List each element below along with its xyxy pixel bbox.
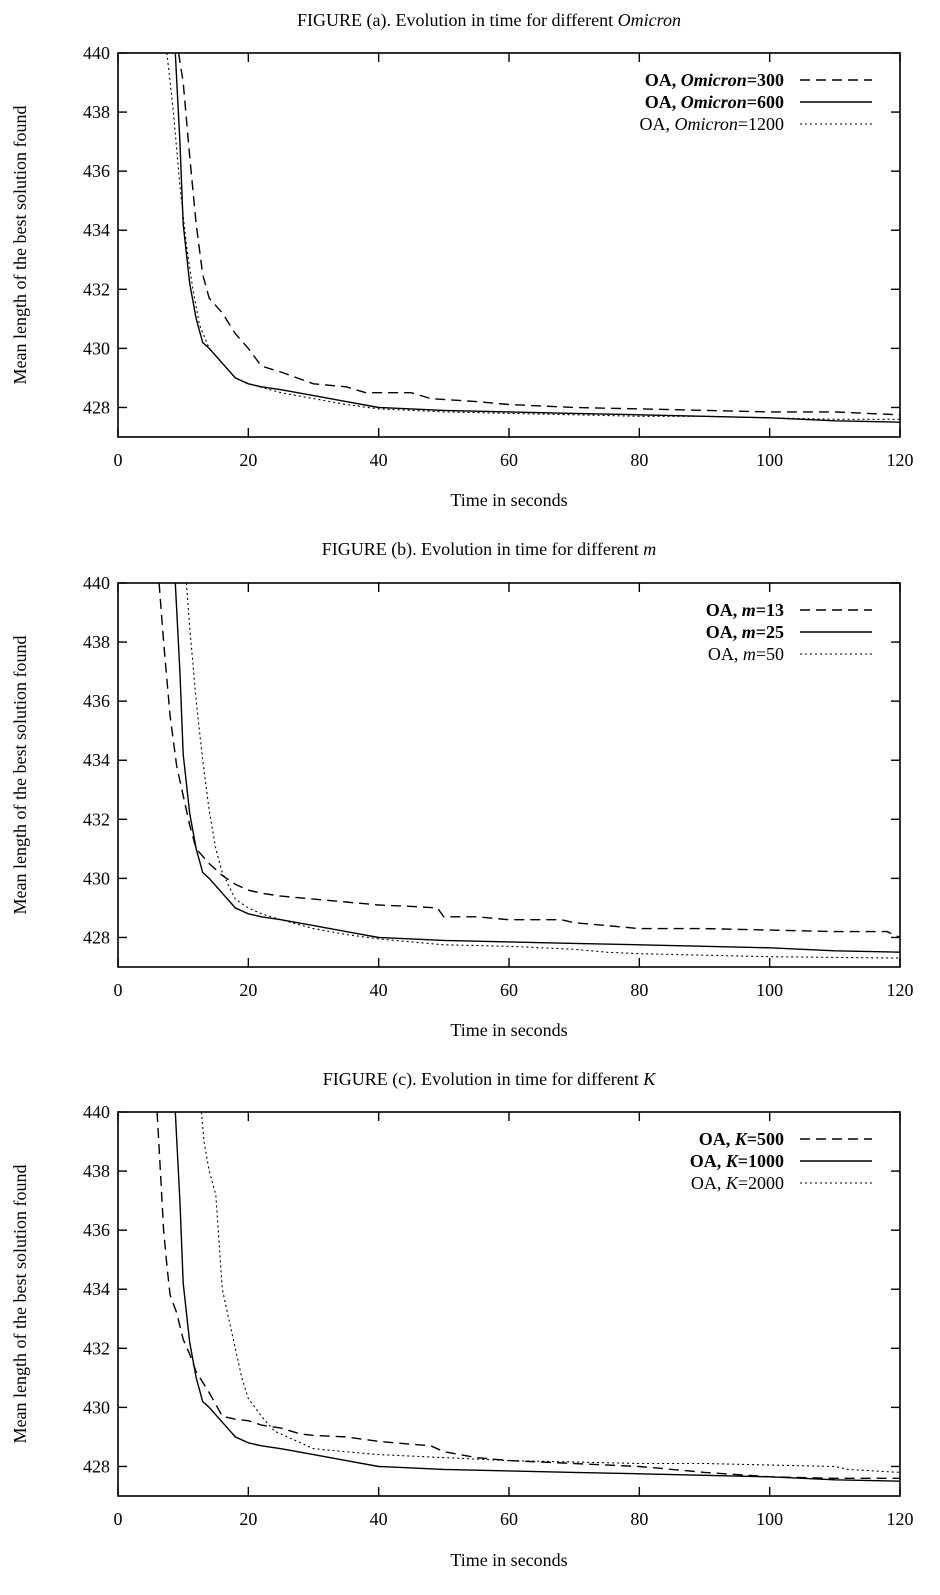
x-tick-label: 120	[887, 450, 914, 470]
legend-label: OA, K=1000	[690, 1151, 784, 1171]
y-tick-label: 428	[83, 927, 110, 947]
series-line-3	[166, 53, 900, 420]
x-tick-label: 60	[500, 450, 518, 470]
y-tick-label: 434	[83, 750, 110, 770]
y-axis-label: Mean length of the best solution found	[10, 1165, 30, 1444]
x-tick-label: 80	[630, 1509, 648, 1529]
legend-label: OA, K=500	[699, 1129, 784, 1149]
series-line-2	[174, 1112, 900, 1482]
series-line-3	[200, 1112, 900, 1473]
x-tick-label: 120	[887, 1509, 914, 1529]
series-line-2	[174, 53, 900, 423]
y-tick-label: 434	[83, 220, 110, 240]
y-tick-label: 430	[83, 338, 110, 358]
x-tick-label: 60	[500, 980, 518, 1000]
y-tick-label: 438	[83, 632, 110, 652]
y-tick-label: 440	[83, 43, 110, 63]
y-tick-label: 436	[83, 691, 110, 711]
x-axis-label: Time in seconds	[450, 1550, 567, 1570]
x-tick-label: 0	[114, 980, 123, 1000]
y-tick-label: 438	[83, 102, 110, 122]
x-tick-label: 0	[114, 1509, 123, 1529]
y-tick-label: 432	[83, 1338, 110, 1358]
chart-title: FIGURE (b). Evolution in time for differ…	[322, 539, 657, 560]
y-tick-label: 438	[83, 1161, 110, 1181]
y-tick-label: 436	[83, 161, 110, 181]
x-tick-label: 20	[239, 450, 257, 470]
x-tick-label: 120	[887, 980, 914, 1000]
series-line-1	[158, 583, 900, 939]
x-axis-label: Time in seconds	[450, 1020, 567, 1040]
legend-label: OA, Omicron=1200	[640, 114, 784, 134]
series-line-1	[156, 1112, 900, 1479]
y-tick-label: 430	[83, 868, 110, 888]
legend-label: OA, m=50	[708, 644, 784, 664]
x-tick-label: 100	[756, 450, 783, 470]
chart-panel-2: FIGURE (b). Evolution in time for differ…	[10, 539, 914, 1040]
legend-label: OA, K=2000	[691, 1173, 784, 1193]
x-tick-label: 40	[370, 1509, 388, 1529]
x-tick-label: 100	[756, 1509, 783, 1529]
x-tick-label: 20	[239, 980, 257, 1000]
y-tick-label: 440	[83, 1102, 110, 1122]
chart-title: FIGURE (c). Evolution in time for differ…	[323, 1069, 657, 1090]
y-tick-label: 436	[83, 1220, 110, 1240]
chart-panel-1: FIGURE (a). Evolution in time for differ…	[10, 10, 914, 510]
y-tick-label: 428	[83, 397, 110, 417]
x-tick-label: 80	[630, 450, 648, 470]
x-tick-label: 40	[370, 450, 388, 470]
y-tick-label: 430	[83, 1397, 110, 1417]
x-tick-label: 0	[114, 450, 123, 470]
x-axis-label: Time in seconds	[450, 490, 567, 510]
y-tick-label: 440	[83, 573, 110, 593]
x-tick-label: 60	[500, 1509, 518, 1529]
legend-label: OA, Omicron=600	[645, 92, 784, 112]
y-tick-label: 432	[83, 809, 110, 829]
legend-label: OA, m=13	[706, 600, 784, 620]
x-tick-label: 100	[756, 980, 783, 1000]
y-tick-label: 432	[83, 279, 110, 299]
series-line-3	[185, 583, 900, 959]
chart-panel-3: FIGURE (c). Evolution in time for differ…	[10, 1069, 914, 1570]
y-tick-label: 428	[83, 1456, 110, 1476]
y-axis-label: Mean length of the best solution found	[10, 636, 30, 915]
y-tick-label: 434	[83, 1279, 110, 1299]
x-tick-label: 40	[370, 980, 388, 1000]
series-line-2	[174, 583, 900, 953]
x-tick-label: 80	[630, 980, 648, 1000]
x-tick-label: 20	[239, 1509, 257, 1529]
legend-label: OA, m=25	[706, 622, 784, 642]
legend-label: OA, Omicron=300	[645, 70, 784, 90]
chart-title: FIGURE (a). Evolution in time for differ…	[297, 10, 681, 31]
y-axis-label: Mean length of the best solution found	[10, 106, 30, 385]
series-line-1	[177, 53, 900, 416]
